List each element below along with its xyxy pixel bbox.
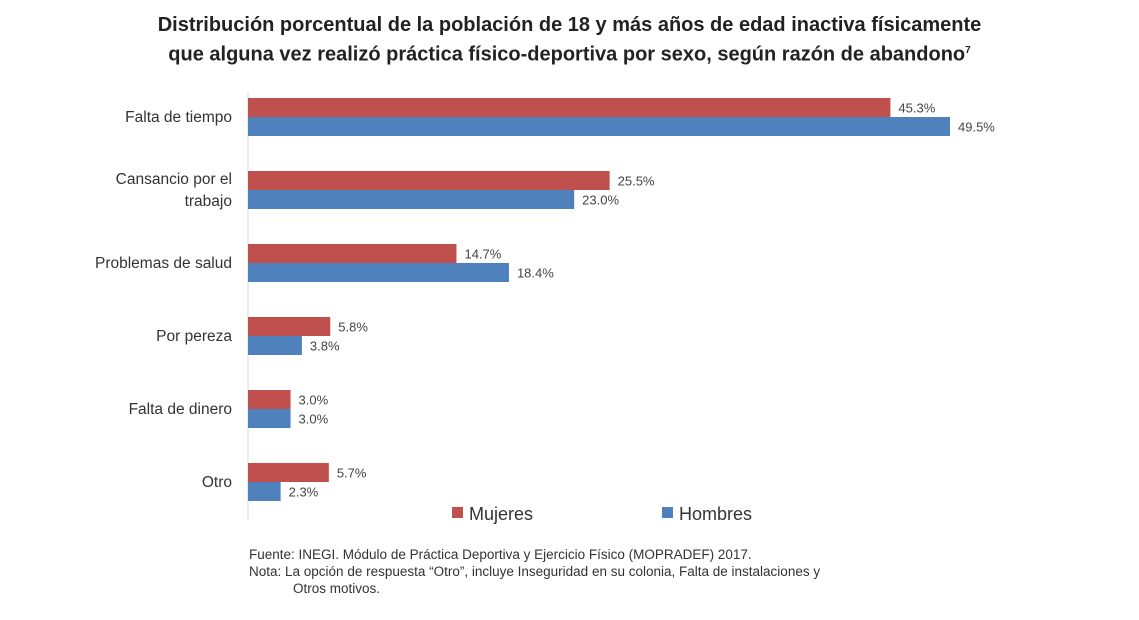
bar-hombres	[248, 482, 281, 501]
title-footnote: 7	[965, 45, 971, 56]
title-line-1: Distribución porcentual de la población …	[157, 14, 982, 36]
bar-mujeres	[248, 463, 329, 482]
data-label: 2.3%	[289, 485, 319, 500]
category-label: Otro	[202, 474, 232, 491]
data-label: 3.0%	[299, 393, 329, 408]
data-label: 23.0%	[582, 193, 619, 208]
bar-mujeres	[248, 244, 457, 263]
bar-hombres	[248, 336, 302, 355]
data-label: 25.5%	[618, 174, 655, 189]
data-label: 3.0%	[299, 412, 329, 427]
data-label: 3.8%	[310, 339, 340, 354]
bar-hombres	[248, 190, 575, 209]
data-label: 18.4%	[517, 266, 554, 281]
legend-label-mujeres: Mujeres	[469, 504, 533, 524]
category-label: trabajo	[185, 193, 232, 210]
title-line-2: que alguna vez realizó práctica físico-d…	[168, 43, 966, 66]
bar-mujeres	[248, 98, 891, 117]
bar-mujeres	[248, 317, 331, 336]
legend-swatch-mujeres	[452, 507, 463, 518]
data-label: 5.8%	[338, 320, 368, 335]
category-label: Problemas de salud	[95, 255, 232, 272]
category-label: Falta de dinero	[129, 401, 232, 418]
source-note: Fuente: INEGI. Módulo de Práctica Deport…	[249, 547, 752, 562]
data-label: 5.7%	[337, 466, 367, 481]
chart-title: Distribución porcentual de la población …	[0, 12, 1139, 68]
data-label: 49.5%	[958, 120, 995, 135]
bar-mujeres	[248, 390, 291, 409]
chart-notes: Fuente: INEGI. Módulo de Práctica Deport…	[249, 546, 820, 597]
bar-hombres	[248, 117, 950, 136]
data-label: 45.3%	[898, 101, 935, 116]
category-label: Falta de tiempo	[125, 109, 232, 126]
bar-hombres	[248, 409, 291, 428]
data-label: 14.7%	[464, 247, 501, 262]
bar-mujeres	[248, 171, 610, 190]
category-label: Por pereza	[156, 328, 232, 345]
legend-swatch-hombres	[662, 507, 673, 518]
legend-label-hombres: Hombres	[679, 504, 752, 524]
note-line-2: Otros motivos.	[293, 581, 381, 596]
category-label: Cansancio por el	[116, 171, 232, 188]
bar-hombres	[248, 263, 509, 282]
note-line-1: Nota: La opción de respuesta “Otro”, inc…	[249, 564, 821, 579]
